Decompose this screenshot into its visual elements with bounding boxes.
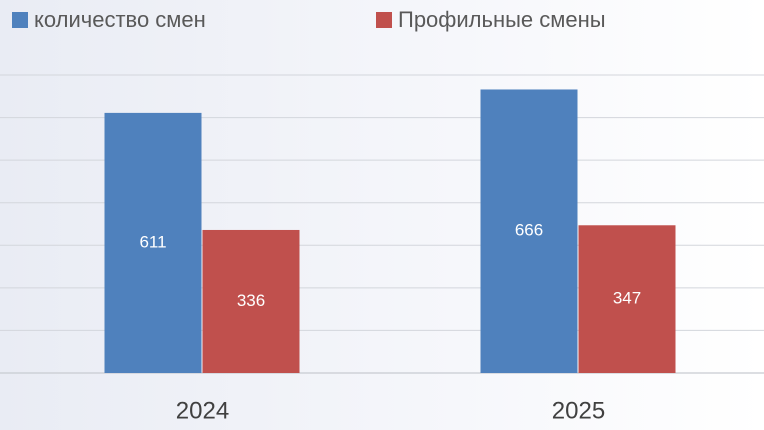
legend-label: Профильные смены <box>398 7 606 32</box>
bar <box>578 225 676 373</box>
bar <box>480 89 578 373</box>
x-tick-label: 2025 <box>552 397 605 424</box>
legend-swatch <box>12 12 28 28</box>
data-label: 336 <box>237 291 265 310</box>
bar <box>202 229 300 373</box>
bar <box>104 112 202 373</box>
legend-label: количество смен <box>34 7 206 32</box>
x-tick-label: 2024 <box>176 397 229 424</box>
legend-swatch <box>376 12 392 28</box>
data-label: 347 <box>613 289 641 308</box>
data-label: 611 <box>139 232 166 251</box>
data-label: 666 <box>515 221 543 240</box>
